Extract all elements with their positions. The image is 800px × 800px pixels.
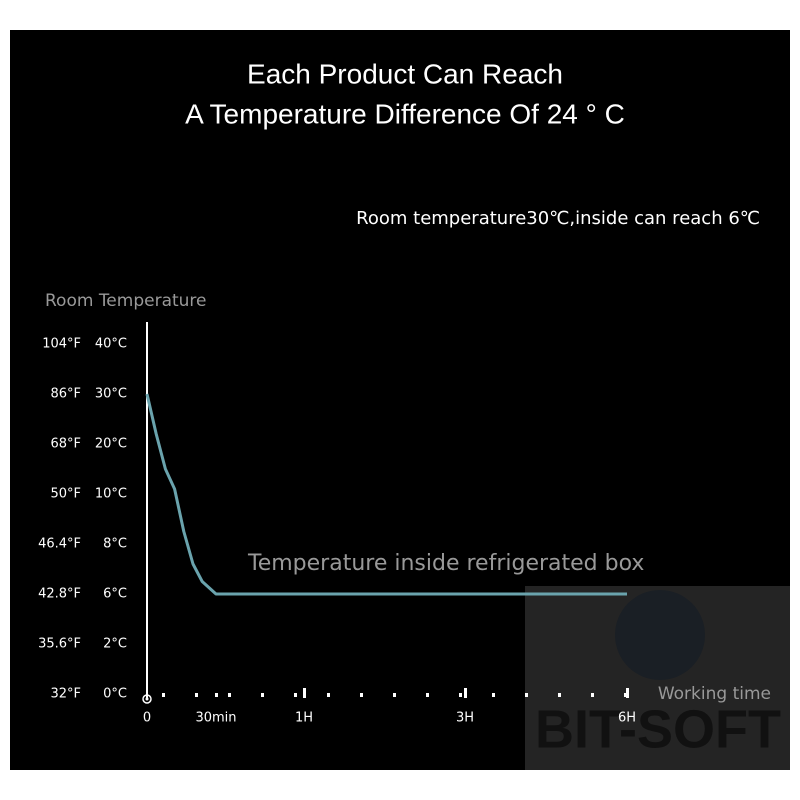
- x-tick: [626, 688, 629, 698]
- minor-dot: [591, 693, 594, 697]
- y-tick-label: 8°C: [103, 537, 127, 552]
- x-tick: [303, 688, 306, 698]
- minor-dot: [294, 693, 297, 697]
- minor-dot: [327, 693, 330, 697]
- x-tick-label: 0: [143, 711, 151, 726]
- y2-tick-label: 104°F: [42, 337, 81, 352]
- x-tick-label: 1H: [295, 711, 313, 726]
- y-axis-label: Room Temperature: [45, 291, 207, 311]
- x-tick-label: 30min: [195, 711, 236, 726]
- watermark-logo: [615, 590, 705, 680]
- y2-tick-label: 50°F: [50, 487, 81, 502]
- y2-tick-label: 32°F: [50, 687, 81, 702]
- origin-dot: [145, 697, 149, 701]
- minor-dot: [558, 693, 561, 697]
- watermark: BIT-SOFT: [535, 699, 781, 759]
- minor-dot: [624, 693, 627, 697]
- minor-dot: [228, 693, 231, 697]
- series-label: Temperature inside refrigerated box: [247, 551, 644, 576]
- origin: [142, 694, 152, 704]
- minor-dot: [162, 693, 165, 697]
- y-tick-label: 10°C: [95, 487, 127, 502]
- y-tick-label: 40°C: [95, 337, 127, 352]
- x-tick-label: 3H: [456, 711, 474, 726]
- y-tick-label: 0°C: [103, 687, 127, 702]
- minor-dot: [492, 693, 495, 697]
- minor-dot: [525, 693, 528, 697]
- y-tick-label: 2°C: [103, 637, 127, 652]
- minor-dot: [393, 693, 396, 697]
- note: Room temperature30℃,inside can reach 6℃: [356, 208, 760, 229]
- chart-title: Each Product Can Reach: [247, 58, 563, 89]
- x-tick: [215, 693, 218, 697]
- x-axis-label: Working time: [658, 684, 771, 704]
- y2-tick-label: 68°F: [50, 437, 81, 452]
- y-tick-label: 6°C: [103, 587, 127, 602]
- y2-tick-label: 46.4°F: [38, 537, 81, 552]
- minor-dot: [195, 693, 198, 697]
- y2-tick-label: 42.8°F: [38, 587, 81, 602]
- chart-subtitle: A Temperature Difference Of 24 ° C: [185, 98, 625, 129]
- minor-dot: [459, 693, 462, 697]
- y2-tick-label: 35.6°F: [38, 637, 81, 652]
- minor-dot: [360, 693, 363, 697]
- minor-dot: [426, 693, 429, 697]
- x-tick: [464, 688, 467, 698]
- x-tick-label: 6H: [618, 711, 636, 726]
- line: [145, 393, 627, 596]
- y-tick-label: 20°C: [95, 437, 127, 452]
- minor-dot: [261, 693, 264, 697]
- y-tick-label: 30°C: [95, 387, 127, 402]
- y2-tick-label: 86°F: [50, 387, 81, 402]
